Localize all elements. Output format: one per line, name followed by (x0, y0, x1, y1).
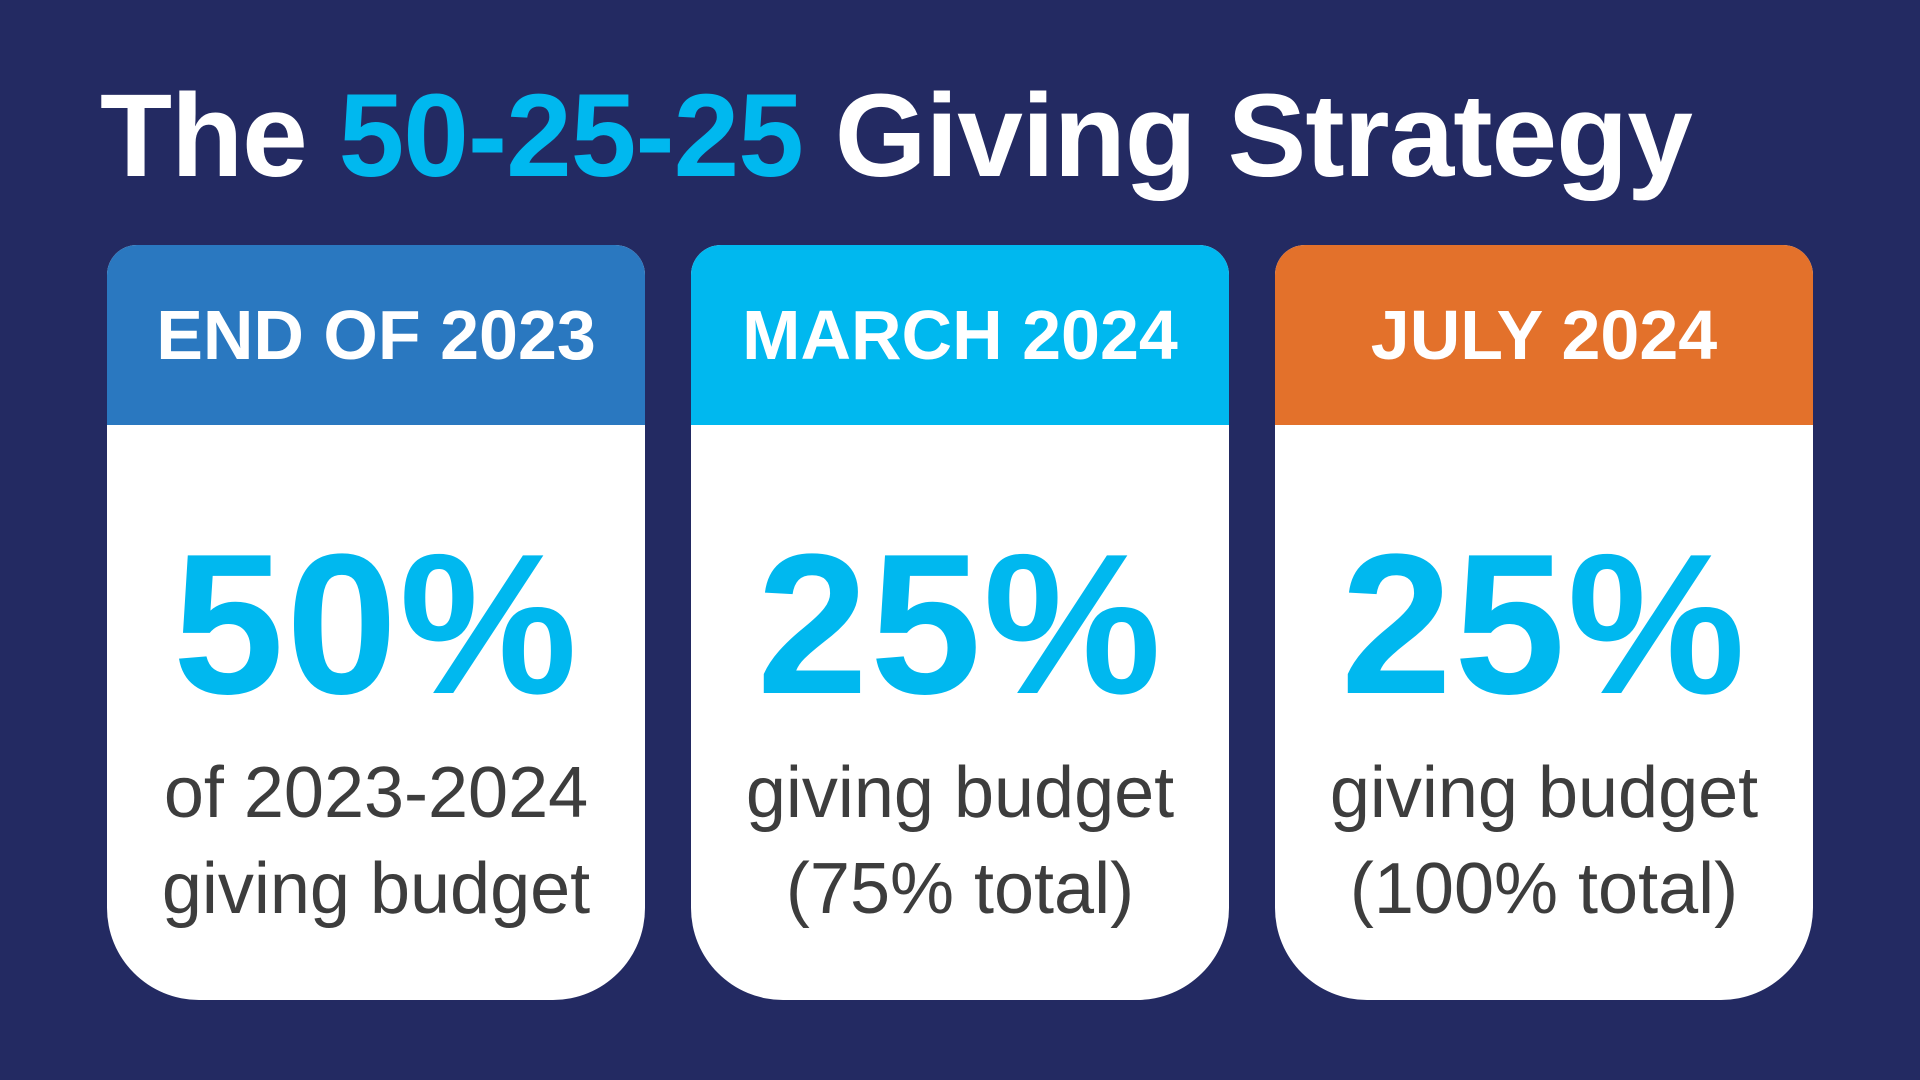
card-percent: 25% (1340, 513, 1748, 736)
card-percent: 25% (756, 513, 1164, 736)
card-description-line-2: (100% total) (1349, 849, 1739, 929)
card-header: END OF 2023 (107, 245, 645, 425)
title-suffix: Giving Strategy (802, 70, 1693, 202)
title-prefix: The (100, 70, 339, 202)
card-header: JULY 2024 (1275, 245, 1813, 425)
page-title: The 50-25-25 Giving Strategy (100, 66, 1693, 206)
card-header: MARCH 2024 (691, 245, 1229, 425)
card-percent: 50% (172, 513, 580, 736)
card-july-2024: JULY 2024 25% giving budget (100% total) (1275, 245, 1813, 1000)
card-description-line-1: giving budget (1329, 753, 1759, 833)
title-highlight: 50-25-25 (338, 70, 804, 202)
card-march-2024: MARCH 2024 25% giving budget (75% total) (691, 245, 1229, 1000)
card-description: giving budget (75% total) (691, 745, 1229, 937)
card-end-of-2023: END OF 2023 50% of 2023-2024 giving budg… (107, 245, 645, 1000)
card-description: of 2023-2024 giving budget (107, 745, 645, 937)
card-description-line-1: of 2023-2024 (163, 753, 589, 833)
card-description: giving budget (100% total) (1275, 745, 1813, 937)
card-description-line-1: giving budget (745, 753, 1175, 833)
card-description-line-2: (75% total) (785, 849, 1135, 929)
card-description-line-2: giving budget (161, 849, 591, 929)
